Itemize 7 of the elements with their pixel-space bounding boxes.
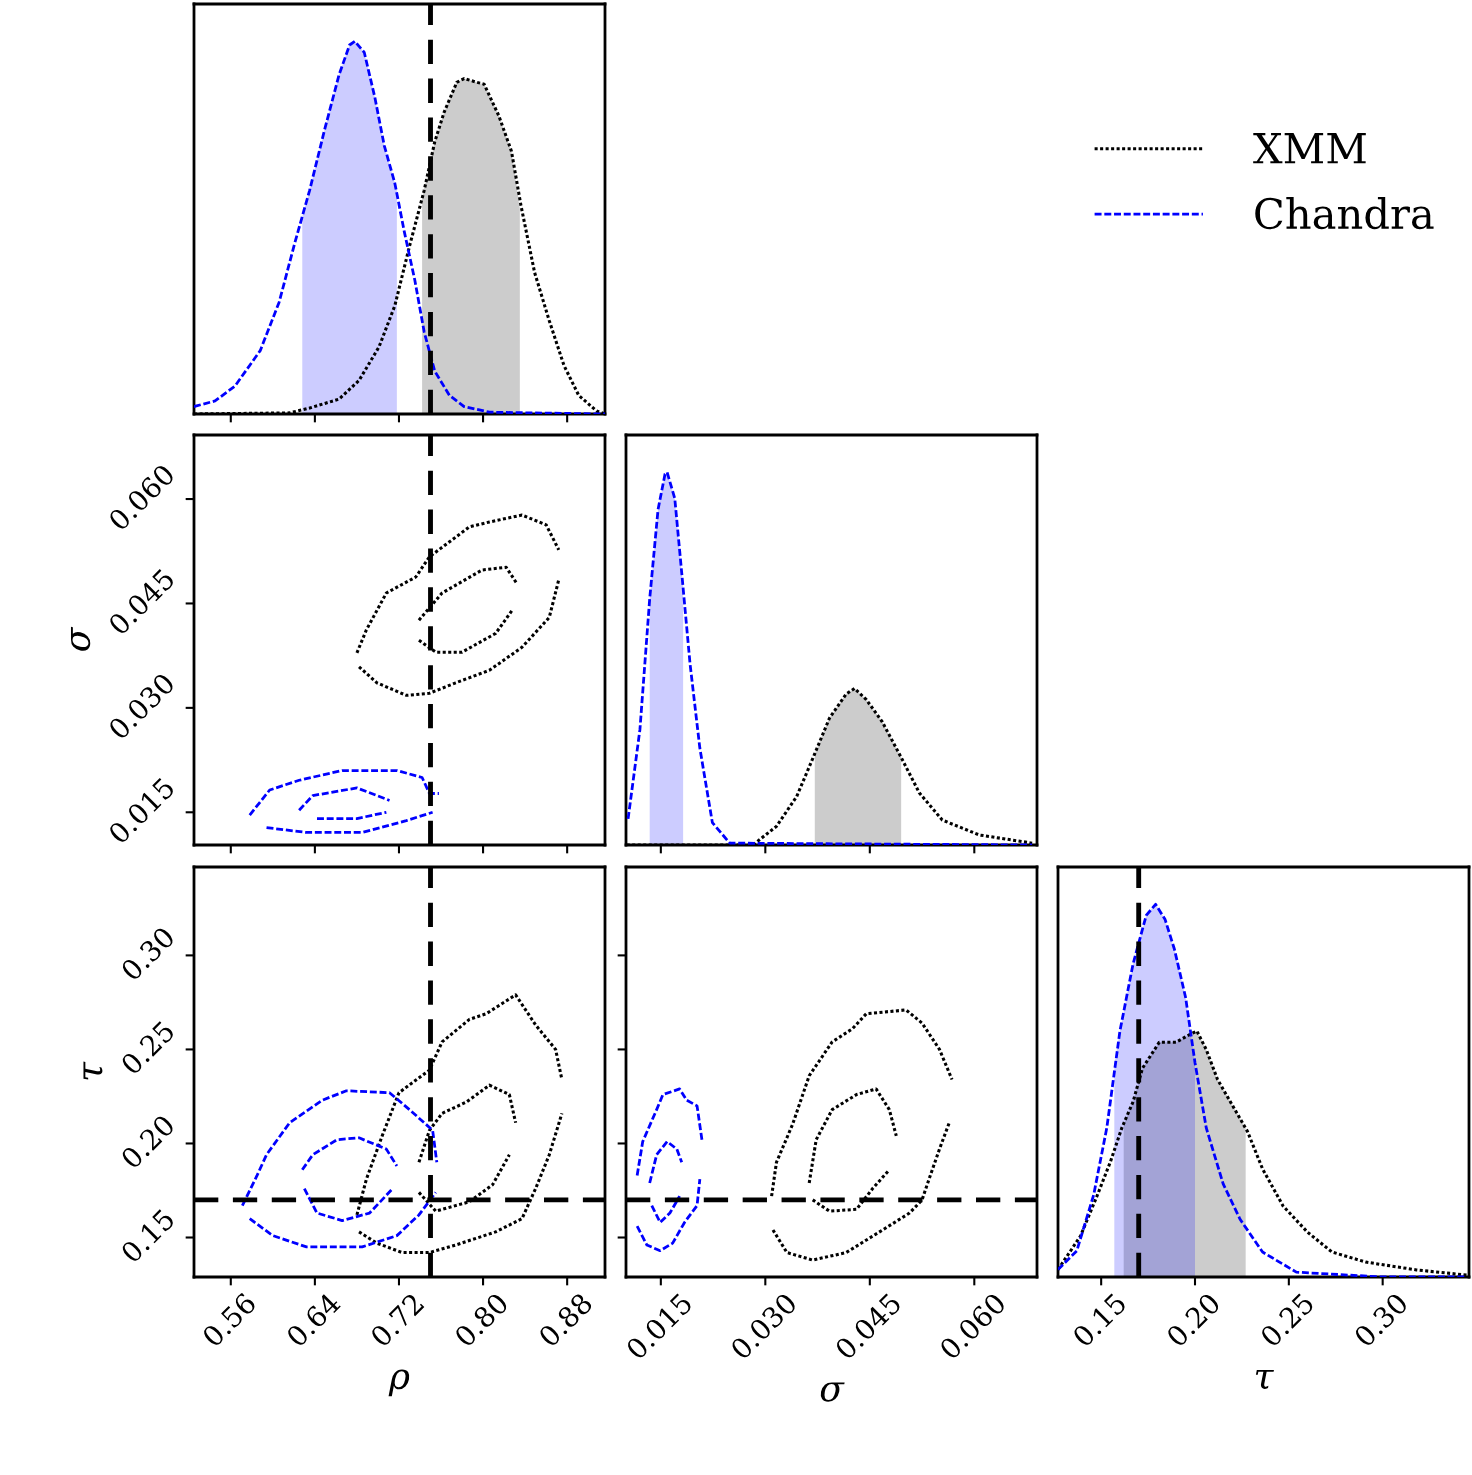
x-axis-title: τ bbox=[1255, 1369, 1274, 1389]
x-axis-title: ρ bbox=[388, 1369, 410, 1397]
legend-label: XMM bbox=[1253, 132, 1366, 164]
y-axis-title: τ bbox=[83, 1061, 103, 1080]
y-axis-title: σ bbox=[70, 626, 91, 651]
legend-label: Chandra bbox=[1255, 197, 1434, 230]
x-axis-title: σ bbox=[820, 1382, 845, 1402]
